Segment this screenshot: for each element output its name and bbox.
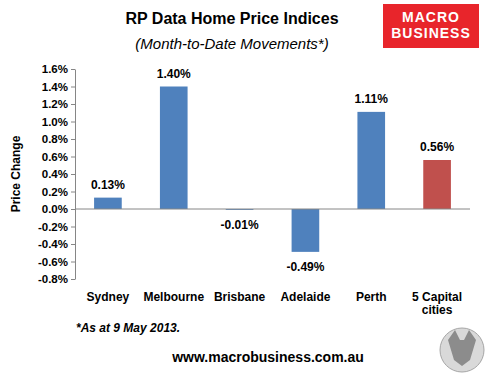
- x-tick-label: Melbourne: [143, 290, 204, 304]
- source: www.macrobusiness.com.au: [171, 349, 364, 365]
- x-tick-label: Adelaide: [280, 290, 330, 304]
- bar: [292, 209, 320, 252]
- y-tick-mark: [71, 139, 75, 140]
- bar: [94, 198, 122, 209]
- data-label: 1.40%: [157, 67, 191, 81]
- x-tick: Perth: [356, 290, 387, 304]
- y-tick: 0.8%: [42, 133, 75, 145]
- y-tick: -0.2%: [38, 221, 75, 233]
- title: RP Data Home Price Indices: [125, 10, 338, 27]
- y-tick: -0.8%: [38, 273, 75, 285]
- x-tick-label-line: cities: [422, 303, 453, 317]
- data-label: 0.13%: [91, 178, 125, 192]
- x-axis-line: [75, 209, 470, 210]
- y-tick: 1.6%: [42, 63, 75, 75]
- y-tick: 0.6%: [42, 151, 75, 163]
- y-tick-label: 0.0%: [42, 203, 68, 215]
- x-tick: Melbourne: [143, 290, 204, 304]
- y-axis-title: Price Change: [9, 135, 23, 212]
- chart: RP Data Home Price Indices (Month-to-Date…: [0, 0, 492, 379]
- y-tick-mark: [71, 104, 75, 105]
- emblem-circle: [440, 328, 484, 372]
- y-tick-label: -0.8%: [38, 273, 68, 285]
- bar: [160, 87, 188, 210]
- y-tick-label: 1.4%: [42, 81, 68, 93]
- logo-text: BUSINESS: [391, 25, 471, 41]
- data-label: -0.49%: [286, 260, 324, 274]
- emblem-shape: [448, 330, 476, 366]
- y-tick: 1.0%: [42, 116, 75, 128]
- y-tick-mark: [71, 279, 75, 280]
- data-label: -0.01%: [221, 218, 259, 232]
- x-tick: Adelaide: [280, 290, 330, 304]
- bar: [357, 112, 385, 209]
- y-tick-label: 0.4%: [42, 168, 68, 180]
- y-tick: 0.0%: [42, 203, 75, 215]
- data-labels: 0.13% 1.40% -0.01% -0.49% 1.11% 0.56%: [91, 67, 455, 274]
- x-tick-label: 5 Capitalcities: [412, 290, 462, 318]
- y-tick: 1.4%: [42, 81, 75, 93]
- footnote: *As at 9 May 2013.: [76, 321, 180, 335]
- y-axis: -0.8% -0.6% -0.4% -0.2% 0.0% 0.2% 0.4% 0.6% 0.8%…: [38, 63, 76, 285]
- y-tick: 0.4%: [42, 168, 75, 180]
- y-tick: -0.6%: [38, 256, 75, 268]
- y-tick: -0.4%: [38, 238, 75, 250]
- y-tick-mark: [71, 262, 75, 263]
- y-tick-mark: [71, 192, 75, 193]
- x-tick-label-line: 5 Capital: [412, 290, 462, 304]
- logo: MACROBUSINESS: [383, 4, 479, 48]
- logo-text: MACRO: [402, 9, 460, 25]
- logo-emblem: [440, 328, 484, 372]
- y-tick-label: 1.2%: [42, 98, 68, 110]
- bar: [423, 160, 451, 209]
- y-tick: 1.2%: [42, 98, 75, 110]
- x-tick-label: Sydney: [87, 290, 130, 304]
- bars: [94, 87, 451, 252]
- data-label: 1.11%: [355, 92, 389, 106]
- y-tick-mark: [71, 244, 75, 245]
- x-tick: Sydney: [87, 290, 130, 304]
- y-tick-label: -0.2%: [38, 221, 68, 233]
- y-tick-mark: [71, 209, 75, 210]
- y-tick-mark: [71, 174, 75, 175]
- y-tick-mark: [71, 122, 75, 123]
- x-tick: 5 Capitalcities: [412, 290, 462, 318]
- y-tick-mark: [71, 157, 75, 158]
- logo-box: [383, 4, 479, 48]
- y-tick-label: 1.6%: [42, 63, 68, 75]
- y-tick-label: -0.6%: [38, 256, 68, 268]
- y-axis-line: [75, 70, 76, 280]
- data-label: 0.56%: [420, 140, 454, 154]
- x-tick-label: Brisbane: [214, 290, 266, 304]
- x-axis: Sydney Melbourne Brisbane Adelaide Perth 5 Ca…: [87, 290, 463, 318]
- x-tick: Brisbane: [214, 290, 266, 304]
- y-tick-label: 0.6%: [42, 151, 68, 163]
- x-tick-label: Perth: [356, 290, 387, 304]
- y-tick-mark: [71, 87, 75, 88]
- y-tick-label: 0.2%: [42, 186, 68, 198]
- y-tick-mark: [71, 69, 75, 70]
- y-tick-label: -0.4%: [38, 238, 68, 250]
- y-tick-label: 1.0%: [42, 116, 68, 128]
- y-tick: 0.2%: [42, 186, 75, 198]
- y-tick-label: 0.8%: [42, 133, 68, 145]
- subtitle: (Month-to-Date Movements*): [135, 35, 328, 52]
- y-tick-mark: [71, 227, 75, 228]
